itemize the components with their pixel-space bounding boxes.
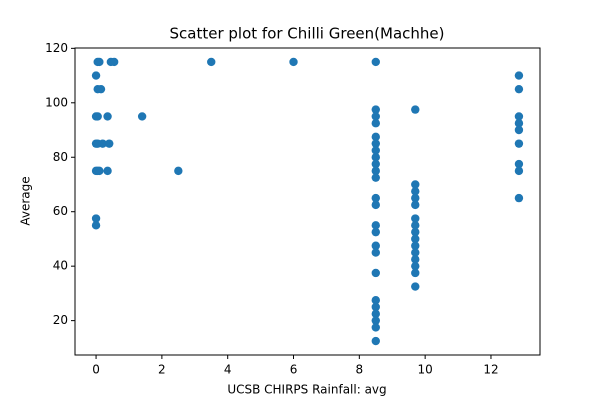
y-tick-label: 100 xyxy=(45,95,68,109)
y-tick-label: 80 xyxy=(53,150,68,164)
point xyxy=(514,84,524,94)
plot-frame xyxy=(74,47,541,356)
point xyxy=(371,316,380,325)
point xyxy=(411,261,420,271)
point xyxy=(371,193,380,203)
point xyxy=(514,159,524,169)
point xyxy=(109,57,119,67)
point xyxy=(514,112,524,121)
point xyxy=(371,159,380,169)
point xyxy=(371,146,380,155)
point xyxy=(411,241,420,250)
point xyxy=(371,132,380,142)
x-tick-label: 8 xyxy=(356,363,364,377)
point xyxy=(411,105,420,114)
point xyxy=(371,241,380,250)
point xyxy=(371,227,380,237)
point xyxy=(411,268,420,278)
point xyxy=(371,153,380,162)
x-tick-label: 2 xyxy=(158,363,166,377)
point xyxy=(371,57,380,67)
point xyxy=(514,125,524,135)
point xyxy=(289,57,298,67)
point xyxy=(411,214,420,223)
point xyxy=(95,57,104,67)
point xyxy=(95,166,104,176)
point xyxy=(371,302,380,312)
y-tick-label: 40 xyxy=(53,259,68,273)
point xyxy=(174,166,183,176)
x-axis-label: UCSB CHIRPS Rainfall: avg xyxy=(227,383,386,397)
point xyxy=(371,268,380,278)
x-tick-label: 0 xyxy=(92,363,100,377)
point xyxy=(105,139,114,148)
point xyxy=(514,71,524,80)
point xyxy=(103,166,112,176)
point xyxy=(411,193,420,203)
point xyxy=(371,200,380,210)
point xyxy=(411,187,420,196)
point xyxy=(371,139,380,148)
chart-title: Scatter plot for Chilli Green(Machhe) xyxy=(170,25,445,43)
point xyxy=(93,112,102,121)
point xyxy=(91,214,101,223)
point xyxy=(371,296,380,305)
y-tick-label: 60 xyxy=(53,204,68,218)
y-tick-label: 20 xyxy=(53,313,68,327)
point xyxy=(371,336,380,346)
point xyxy=(514,119,524,128)
y-axis-label: Average xyxy=(19,176,33,225)
x-tick-label: 12 xyxy=(483,363,498,377)
point xyxy=(91,221,101,230)
point xyxy=(411,255,420,264)
x-tick-label: 10 xyxy=(418,363,433,377)
point xyxy=(371,221,380,230)
point xyxy=(514,193,524,203)
point xyxy=(411,248,420,257)
point xyxy=(207,57,216,67)
point xyxy=(137,112,147,121)
point xyxy=(411,282,420,291)
point xyxy=(371,105,380,114)
point xyxy=(411,200,420,210)
point xyxy=(411,234,420,244)
point xyxy=(96,84,106,94)
y-tick-label: 120 xyxy=(45,41,68,55)
point xyxy=(371,119,380,128)
point xyxy=(98,139,107,148)
point xyxy=(103,112,112,121)
point xyxy=(371,309,380,319)
point xyxy=(411,227,420,237)
point xyxy=(514,166,524,176)
point xyxy=(371,248,380,257)
point xyxy=(371,166,380,176)
point xyxy=(371,112,380,121)
point xyxy=(411,221,420,230)
point xyxy=(371,323,380,332)
point xyxy=(371,173,380,182)
point xyxy=(411,180,420,189)
x-tick-label: 6 xyxy=(290,363,298,377)
point xyxy=(514,139,524,148)
point xyxy=(91,71,101,80)
x-tick-label: 4 xyxy=(224,363,232,377)
